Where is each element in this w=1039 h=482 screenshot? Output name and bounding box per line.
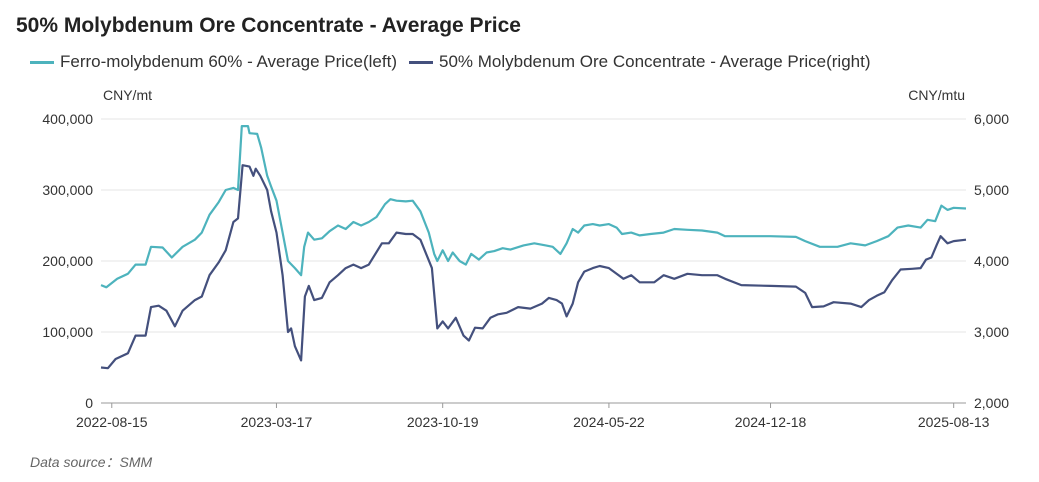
series-line-molybdenum-concentrate <box>100 164 967 370</box>
x-tick-label: 2024-12-18 <box>735 414 807 430</box>
x-tick-label: 2022-08-15 <box>76 414 148 430</box>
legend-item-ferro-molybdenum[interactable]: Ferro-molybdenum 60% - Average Price(lef… <box>30 52 397 72</box>
right-axis-unit: CNY/mtu <box>908 87 965 103</box>
series-lines <box>100 125 967 370</box>
right-tick-label: 6,000 <box>974 111 1009 127</box>
legend-swatch-ferro-molybdenum <box>30 60 54 64</box>
grid-lines <box>101 118 966 404</box>
series-line-ferro-molybdenum <box>100 125 967 289</box>
left-axis-unit: CNY/mt <box>103 87 152 103</box>
x-axis-ticks: 2022-08-15 2023-03-17 2023-10-19 2024-05-22… <box>76 403 990 430</box>
left-axis-ticks: 0 100,000 200,000 300,000 400,000 <box>42 111 93 411</box>
legend-label-molybdenum-concentrate: 50% Molybdenum Ore Concentrate - Average… <box>439 52 871 71</box>
chart-title: 50% Molybdenum Ore Concentrate - Average… <box>16 14 521 37</box>
x-tick-label: 2024-05-22 <box>573 414 645 430</box>
left-tick-label: 300,000 <box>42 182 93 198</box>
legend-label-ferro-molybdenum: Ferro-molybdenum 60% - Average Price(lef… <box>60 52 397 71</box>
right-tick-label: 3,000 <box>974 324 1009 340</box>
legend-item-molybdenum-concentrate[interactable]: 50% Molybdenum Ore Concentrate - Average… <box>409 52 871 72</box>
right-axis-ticks: 2,000 3,000 4,000 5,000 6,000 <box>974 111 1009 411</box>
right-tick-label: 5,000 <box>974 182 1009 198</box>
x-tick-label: 2023-03-17 <box>241 414 313 430</box>
x-tick-label: 2025-08-13 <box>918 414 990 430</box>
x-tick-label: 2023-10-19 <box>407 414 479 430</box>
left-tick-label: 100,000 <box>42 324 93 340</box>
data-source-note: Data source：SMM <box>30 454 153 470</box>
left-tick-label: 200,000 <box>42 253 93 269</box>
left-tick-label: 0 <box>85 395 93 411</box>
right-tick-label: 2,000 <box>974 395 1009 411</box>
legend-swatch-molybdenum-concentrate <box>409 60 433 64</box>
right-tick-label: 4,000 <box>974 253 1009 269</box>
legend: Ferro-molybdenum 60% - Average Price(lef… <box>30 52 883 72</box>
left-tick-label: 400,000 <box>42 111 93 127</box>
